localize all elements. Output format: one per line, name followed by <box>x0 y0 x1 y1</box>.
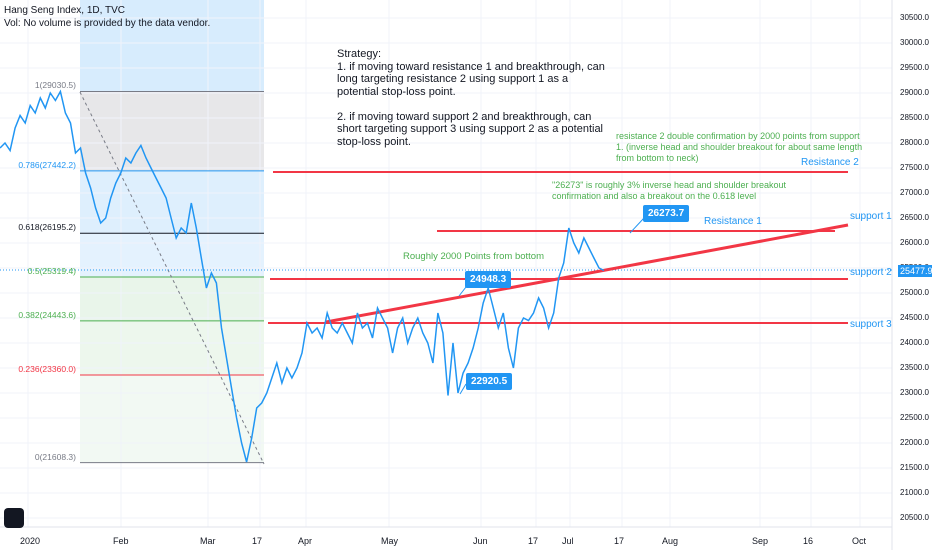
breakout-note: "26273" is roughly 3% inverse head and s… <box>552 180 787 201</box>
support-1-label: support 1 <box>850 211 892 222</box>
support-1-trendline <box>325 223 849 324</box>
time-tick-label: May <box>381 536 399 546</box>
fib-band <box>80 375 264 463</box>
time-tick-label: Sep <box>752 536 769 546</box>
price-tick-label: 27500.0 <box>900 163 929 172</box>
fib-level-label: 0.786(27442.2) <box>18 159 76 170</box>
time-tick-label: 17 <box>614 536 625 546</box>
price-series-line <box>0 89 605 463</box>
support-2-label: support 2 <box>850 267 892 278</box>
price-tick-label: 30500.0 <box>900 13 929 22</box>
bottom-note: Roughly 2000 Points from bottom <box>403 251 544 262</box>
time-tick-label: Feb <box>113 536 129 546</box>
price-tick-label: 29000.0 <box>900 88 929 97</box>
fib-band <box>80 320 264 375</box>
price-tick-label: 26500.0 <box>900 213 929 222</box>
callout-leader-mid <box>458 286 467 297</box>
fib-level-label: 0.382(24443.6) <box>18 309 76 320</box>
tradingview-logo[interactable] <box>4 508 24 528</box>
price-tick-label: 20500.0 <box>900 513 929 522</box>
time-tick-label: 16 <box>803 536 814 546</box>
price-tick-label: 27000.0 <box>900 188 929 197</box>
fib-lines <box>80 90 264 464</box>
callout-26273[interactable]: 26273.7 <box>643 205 690 222</box>
time-tick-label: Aug <box>662 536 679 546</box>
time-tick-label: Jul <box>562 536 574 546</box>
callout-leader-low <box>459 383 467 395</box>
time-tick-label: Oct <box>852 536 867 546</box>
price-tick-label: 22500.0 <box>900 413 929 422</box>
price-tick-label: 25000.0 <box>900 288 929 297</box>
resistance-2-label: Resistance 2 <box>801 157 859 168</box>
price-tick-label: 28500.0 <box>900 113 929 122</box>
time-tick-label: Jun <box>473 536 488 546</box>
price-tick-label: 24500.0 <box>900 313 929 322</box>
price-tick-label: 22000.0 <box>900 438 929 447</box>
callout-24948[interactable]: 24948.3 <box>465 271 512 288</box>
time-tick-label: Apr <box>298 536 313 546</box>
fib-level-label: 0.618(26195.2) <box>18 222 76 233</box>
volume-note: Vol: No volume is provided by the data v… <box>4 18 211 29</box>
price-tick-label: 28000.0 <box>900 138 929 147</box>
price-tick-label: 24000.0 <box>900 338 929 347</box>
callout-22920[interactable]: 22920.5 <box>466 373 513 390</box>
price-tick-label: 30000.0 <box>900 38 929 47</box>
fib-level-label: 1(29030.5) <box>34 80 76 91</box>
price-tick-label: 23000.0 <box>900 388 929 397</box>
time-tick-label: 2020 <box>20 536 41 546</box>
fib-band <box>80 91 264 171</box>
fib-bands <box>0 0 264 527</box>
last-price-tag: 25477.9 <box>898 265 932 277</box>
time-tick-label: 17 <box>252 536 263 546</box>
price-tick-label: 21500.0 <box>900 463 929 472</box>
fib-level-label: 0.5(25319.4) <box>27 266 76 277</box>
resistance-2-note: resistance 2 double confirmation by 2000… <box>616 131 863 163</box>
price-tick-label: 21000.0 <box>900 488 929 497</box>
time-tick-label: Mar <box>200 536 216 546</box>
fib-band <box>80 277 264 321</box>
chart-title: Hang Seng Index, 1D, TVC <box>4 5 125 16</box>
fib-band-mask <box>0 0 80 527</box>
price-tick-label: 23500.0 <box>900 363 929 372</box>
price-tick-label: 26000.0 <box>900 238 929 247</box>
callout-leader-high <box>629 217 645 234</box>
resistance-1-label: Resistance 1 <box>704 216 762 227</box>
fib-level-label: 0(21608.3) <box>34 451 76 462</box>
fib-level-label: 0.236(23360.0) <box>18 364 76 374</box>
price-tick-label: 29500.0 <box>900 63 929 72</box>
support-3-label: support 3 <box>850 319 892 330</box>
strategy-note: Strategy: 1. if moving toward resistance… <box>337 48 605 148</box>
time-tick-label: 17 <box>528 536 539 546</box>
fib-band-top <box>80 0 264 92</box>
